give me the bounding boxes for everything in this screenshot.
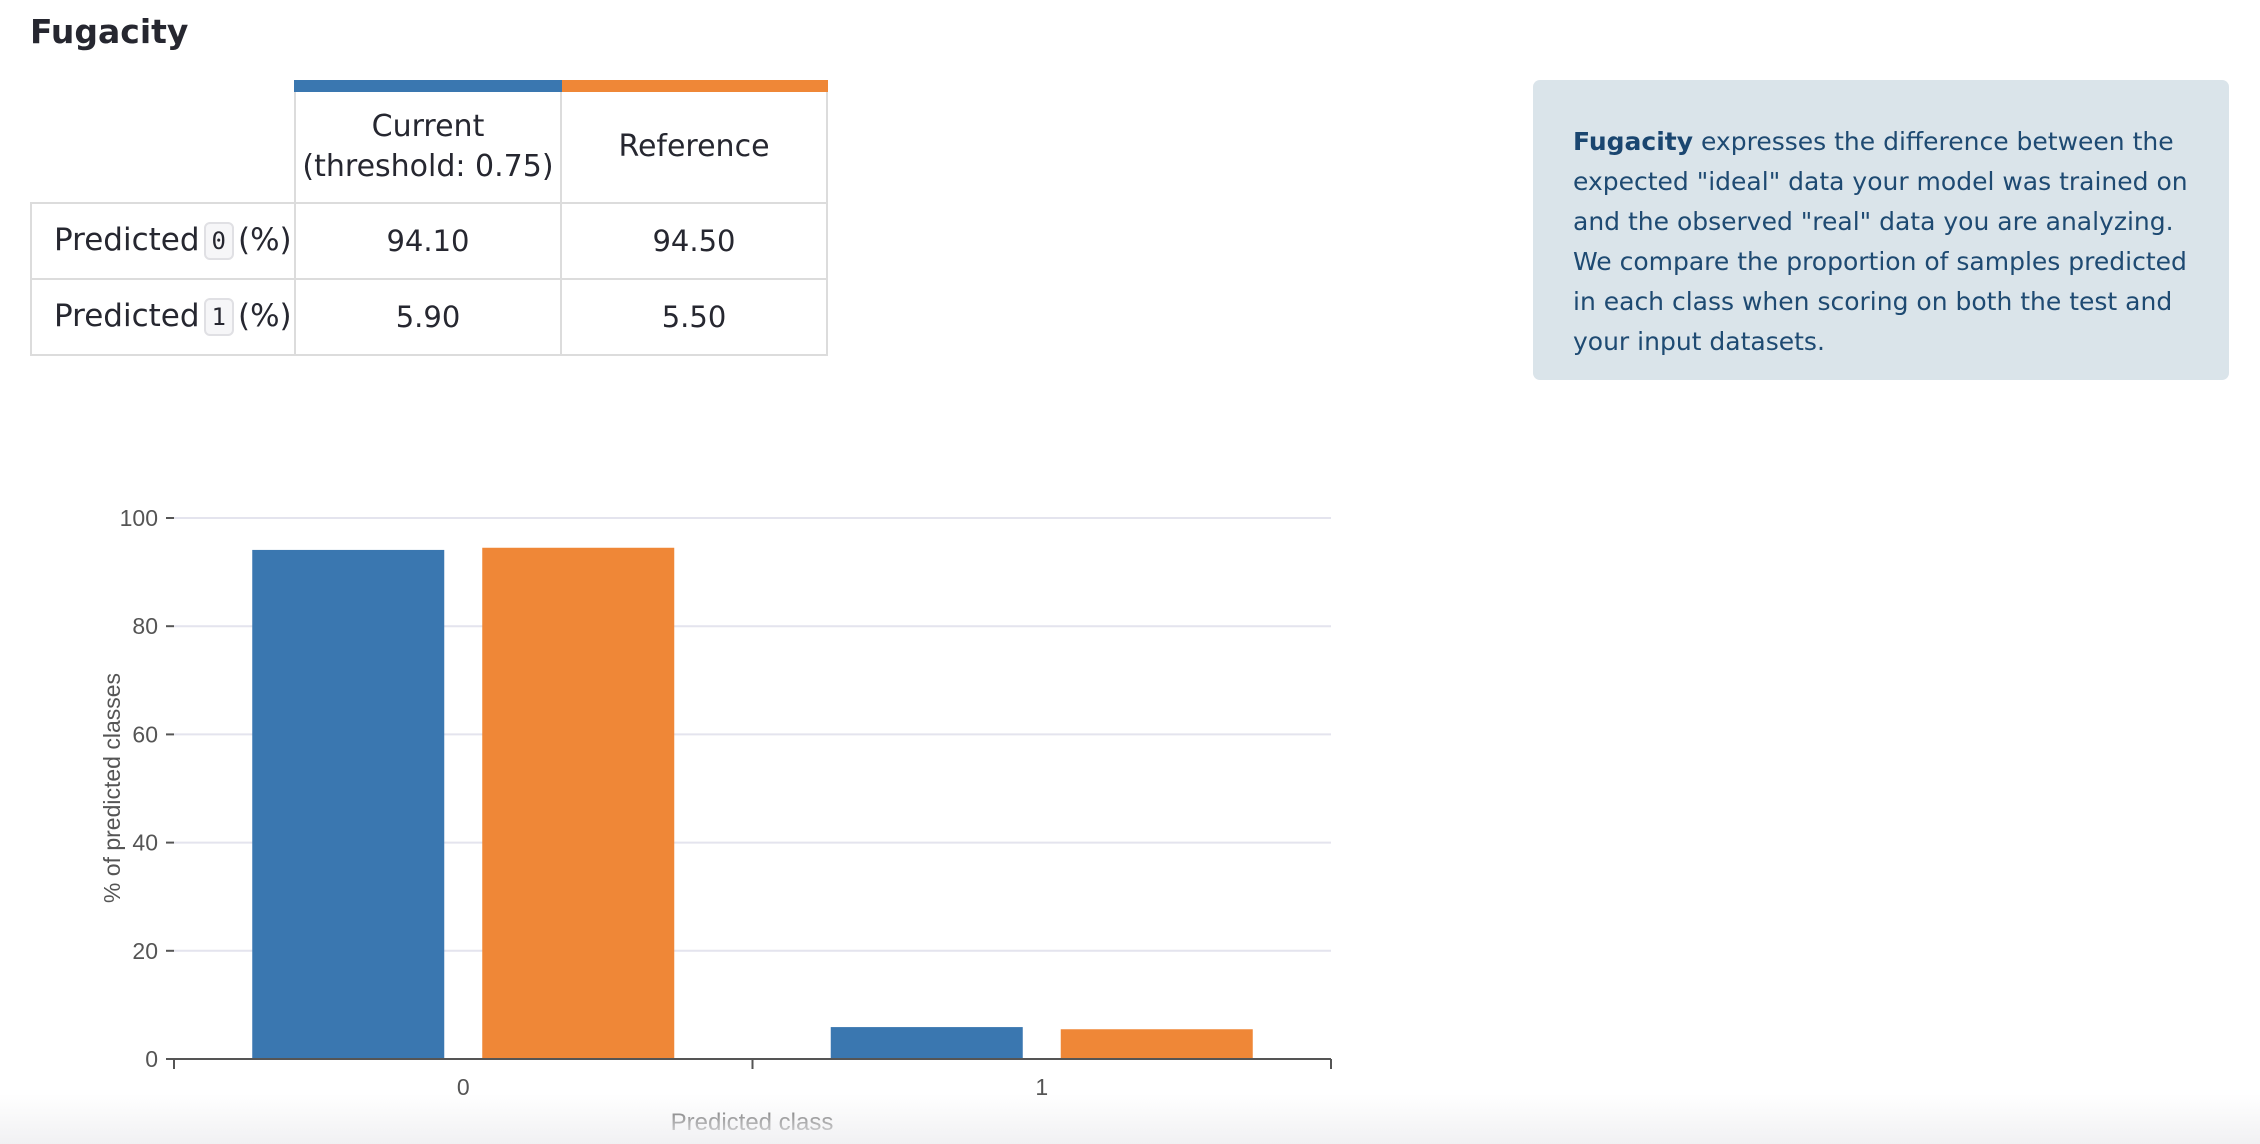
column-header-current-threshold: (threshold: 0.75) bbox=[302, 149, 554, 184]
y-tick-label: 80 bbox=[132, 613, 158, 639]
row-label-suffix: (%) bbox=[237, 297, 292, 334]
bar-reference-class-0 bbox=[482, 547, 675, 1059]
y-axis-title: % of predicted classes bbox=[99, 673, 125, 903]
row-label-predicted-0: Predicted 0 (%) bbox=[30, 202, 296, 280]
cell-reference-predicted-0: 94.50 bbox=[560, 202, 828, 280]
cell-reference-predicted-1: 5.50 bbox=[560, 278, 828, 356]
y-tick-label: 100 bbox=[120, 505, 158, 531]
axis-layer: 0 20 40 60 80 100 0 1 bbox=[120, 505, 1332, 1100]
cell-current-predicted-0: 94.10 bbox=[294, 202, 562, 280]
x-tick-label: 1 bbox=[1035, 1074, 1048, 1100]
info-term: Fugacity bbox=[1573, 127, 1694, 156]
bar-layer bbox=[252, 547, 1253, 1059]
y-tick-label: 40 bbox=[132, 830, 158, 856]
column-header-reference-label: Reference bbox=[618, 129, 770, 164]
column-header-reference: Reference bbox=[560, 80, 828, 204]
class-code-chip: 0 bbox=[203, 222, 234, 261]
bar-current-class-0 bbox=[252, 549, 445, 1059]
bar-reference-class-1 bbox=[1060, 1029, 1253, 1059]
row-label-predicted-1: Predicted 1 (%) bbox=[30, 278, 296, 356]
info-box: Fugacity expresses the difference betwee… bbox=[1533, 80, 2229, 380]
row-label-prefix: Predicted bbox=[54, 221, 200, 258]
table-row: Predicted 0 (%) 94.10 94.50 bbox=[30, 202, 828, 280]
y-tick-label: 0 bbox=[145, 1046, 158, 1072]
y-tick-label: 60 bbox=[132, 721, 158, 747]
row-label-suffix: (%) bbox=[237, 221, 292, 258]
x-axis-title: Predicted class bbox=[671, 1109, 834, 1136]
table-header-row: Current (threshold: 0.75) Reference bbox=[31, 80, 828, 204]
row-label-prefix: Predicted bbox=[54, 297, 200, 334]
column-header-current-label: Current bbox=[371, 109, 485, 144]
table-corner-cell bbox=[31, 86, 296, 204]
class-code-chip: 1 bbox=[203, 298, 234, 337]
x-tick-label: 0 bbox=[457, 1074, 470, 1100]
table-row: Predicted 1 (%) 5.90 5.50 bbox=[30, 278, 828, 356]
page-title: Fugacity bbox=[30, 12, 189, 51]
fugacity-table: Current (threshold: 0.75) Reference Pred… bbox=[30, 80, 828, 356]
y-tick-label: 20 bbox=[132, 938, 158, 964]
bar-current-class-1 bbox=[830, 1027, 1023, 1059]
column-header-current: Current (threshold: 0.75) bbox=[294, 80, 562, 204]
info-text: expresses the difference between the exp… bbox=[1573, 127, 2188, 356]
cell-current-predicted-1: 5.90 bbox=[294, 278, 562, 356]
